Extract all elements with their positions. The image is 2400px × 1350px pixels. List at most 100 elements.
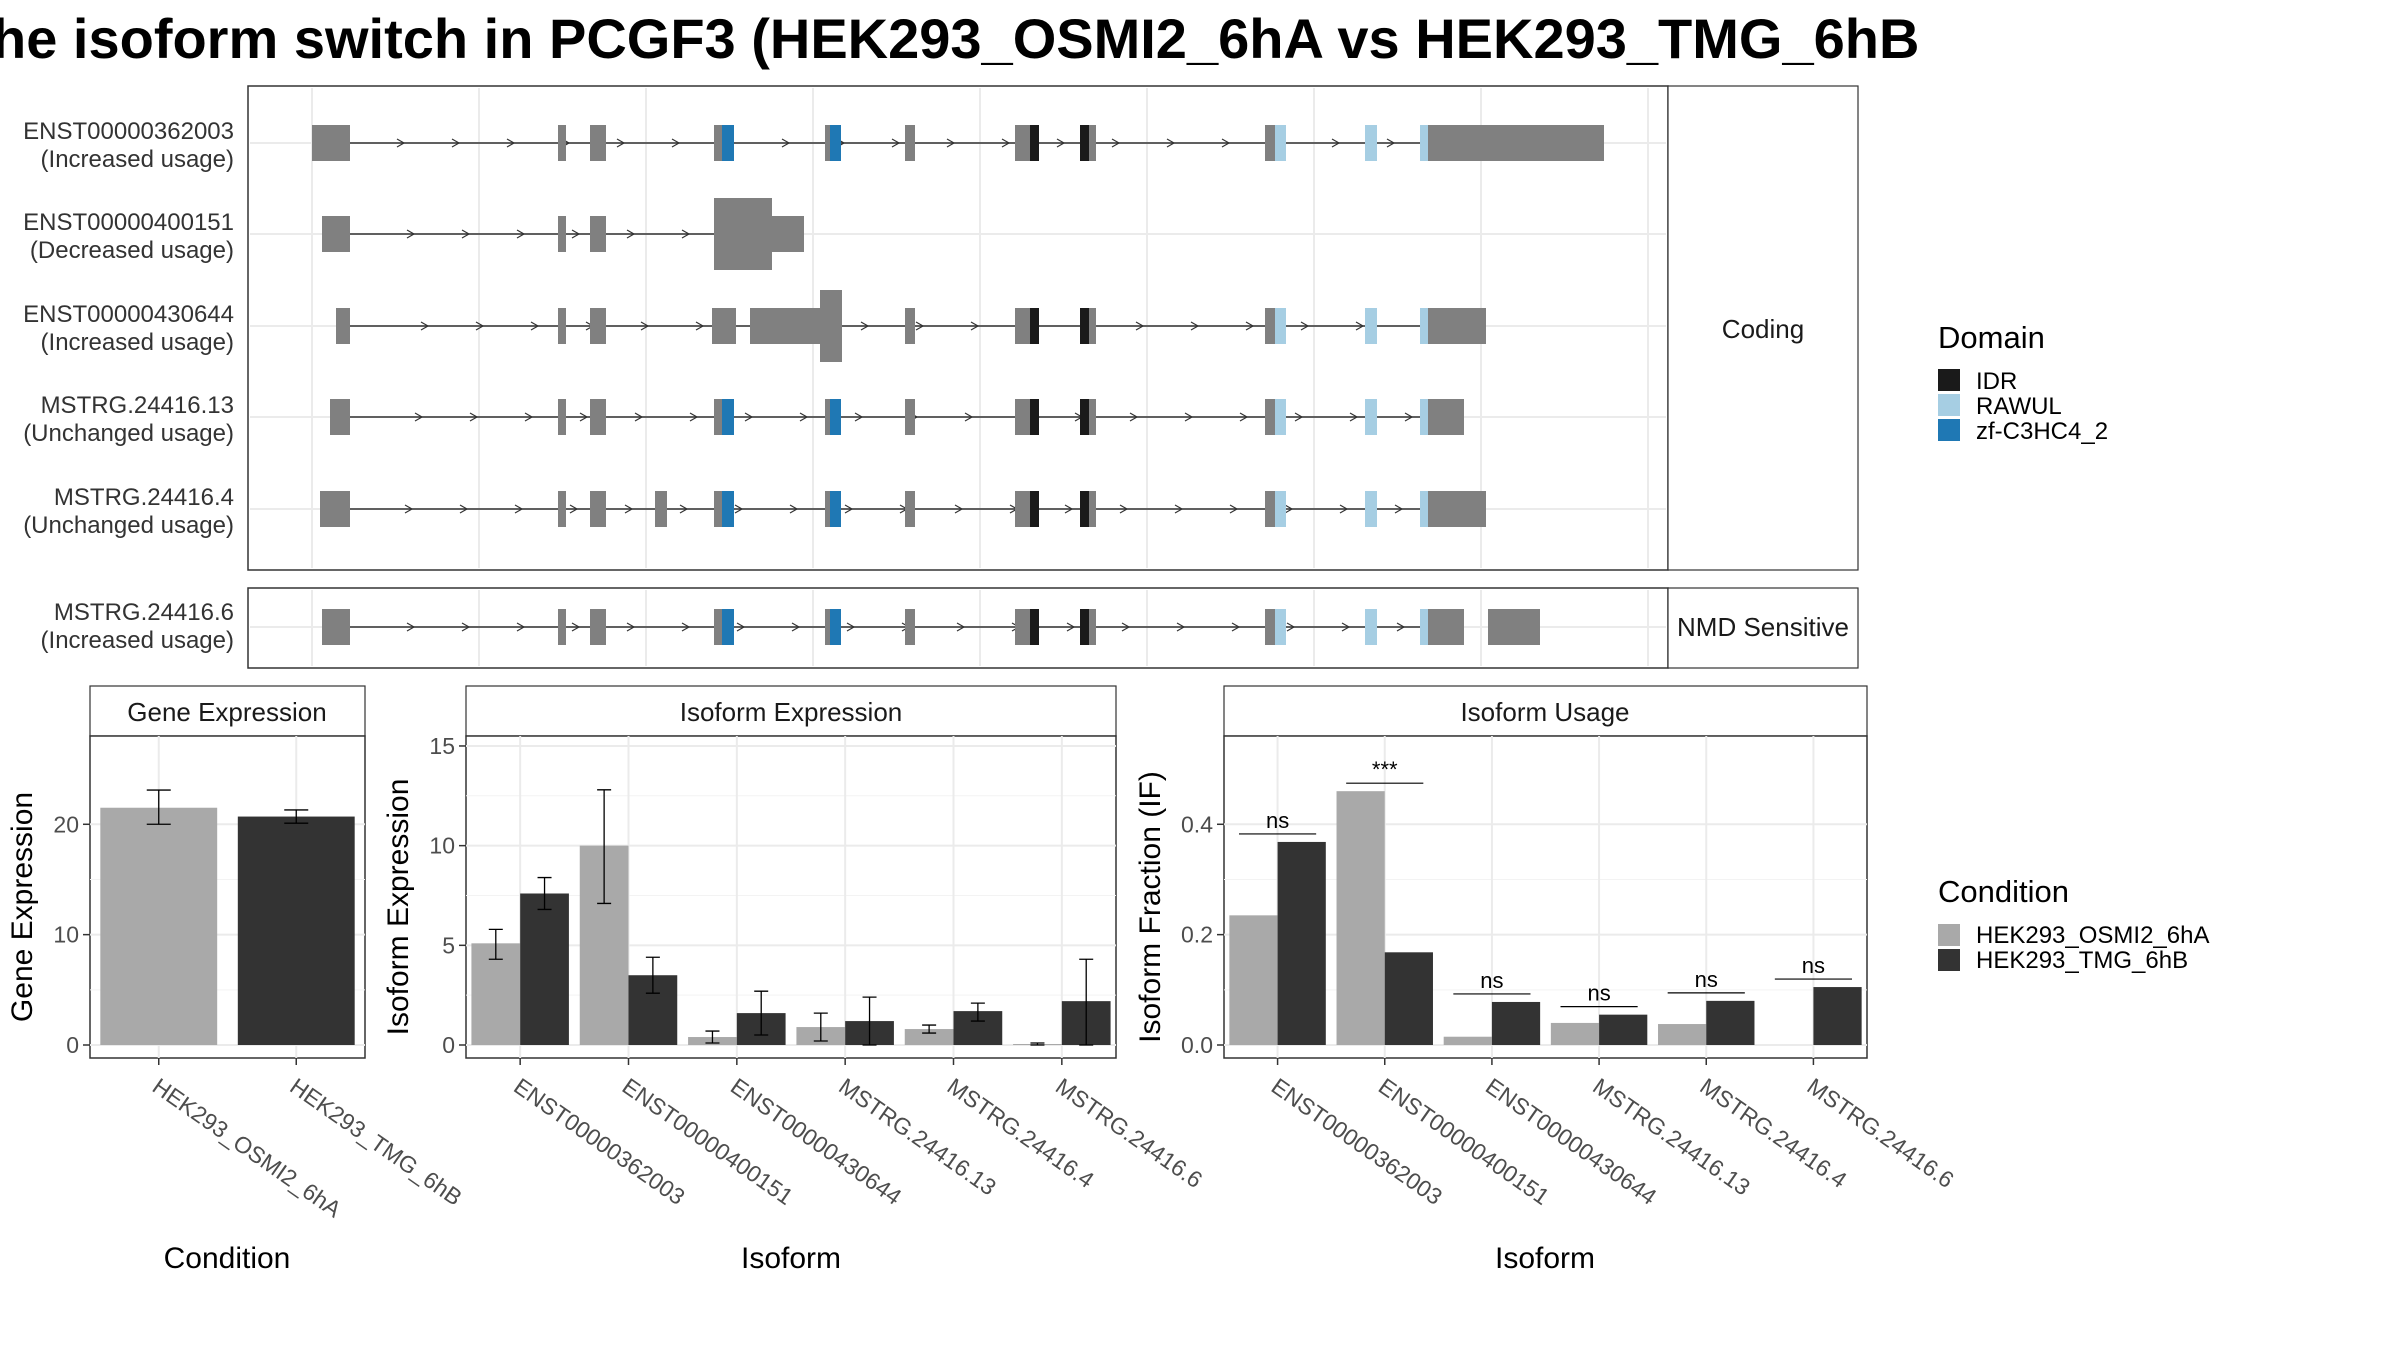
exon-block — [322, 216, 350, 252]
domain-block — [1080, 609, 1089, 645]
strand-arrow — [1341, 622, 1351, 632]
strand-arrow — [1396, 622, 1406, 632]
strand-arrow — [516, 622, 526, 632]
strand-arrow — [671, 138, 681, 148]
strand-arrow — [1294, 412, 1304, 422]
osmi2-swatch — [1938, 924, 1960, 946]
domain-block — [1420, 609, 1428, 645]
nmd-strip — [1667, 587, 1859, 669]
strand-arrow — [1064, 504, 1074, 514]
domain-block — [1080, 491, 1089, 527]
y-tick-label: 10 — [53, 922, 79, 948]
exon-block — [590, 125, 606, 161]
strand-arrow — [1174, 504, 1184, 514]
error-bar — [597, 789, 612, 905]
strand-arrow — [1229, 504, 1239, 514]
strand-arrow — [1394, 504, 1404, 514]
strand-arrow — [1284, 504, 1294, 514]
condition-legend-item: HEK293_TMG_6hB — [1976, 947, 2188, 974]
x-tick-label: ENST00000362003 — [1267, 1073, 1447, 1210]
exon-block — [820, 290, 842, 362]
exon-block — [590, 216, 606, 252]
strand-arrow — [634, 412, 644, 422]
strand-arrow — [1166, 138, 1176, 148]
transcript-id-label: MSTRG.24416.4 — [54, 484, 234, 511]
domain-block — [1030, 125, 1039, 161]
transcript-row — [322, 609, 1540, 645]
strand-arrow — [736, 622, 746, 632]
bar — [1443, 1036, 1492, 1045]
rawul-swatch — [1938, 394, 1960, 416]
bar — [1599, 1014, 1648, 1045]
strand-arrow — [791, 622, 801, 632]
domain-legend: Domain IDR RAWUL zf-C3HC4_2 — [1938, 320, 2108, 445]
strand-arrow — [616, 138, 626, 148]
strand-arrow — [846, 622, 856, 632]
domain-legend-item: zf-C3HC4_2 — [1976, 418, 2108, 445]
exon-block — [714, 198, 772, 270]
exon-block — [1434, 308, 1486, 344]
idr-swatch — [1938, 369, 1960, 391]
transcript-id-label: ENST00000400151 — [23, 209, 234, 236]
condition-legend: Condition HEK293_OSMI2_6hA HEK293_TMG_6h… — [1938, 874, 2209, 974]
strand-arrow — [681, 229, 691, 239]
exon-block — [320, 491, 350, 527]
bar — [471, 943, 521, 1045]
domain-block — [1275, 609, 1286, 645]
domain-block — [830, 125, 841, 161]
exon-block — [590, 308, 606, 344]
chart-strip — [465, 685, 1117, 737]
chart-title: Gene Expression — [127, 697, 326, 727]
bar — [1706, 1000, 1755, 1045]
exon-block — [330, 399, 350, 435]
exon-block — [558, 399, 566, 435]
strand-arrow — [571, 622, 581, 632]
domain-block — [1275, 399, 1286, 435]
exon-block — [558, 308, 566, 344]
x-tick-label: ENST00000400151 — [1374, 1073, 1554, 1210]
tmg-swatch — [1938, 949, 1960, 971]
strand-arrow — [891, 138, 901, 148]
exon-block — [1365, 491, 1377, 527]
plot-frame — [1223, 735, 1868, 1059]
exon-block — [558, 216, 566, 252]
bar — [1491, 1001, 1541, 1045]
domain-block — [830, 609, 841, 645]
strand-arrow — [1286, 622, 1296, 632]
error-bar — [537, 876, 552, 911]
exon-block — [558, 491, 566, 527]
y-tick-label: 0.2 — [1181, 922, 1213, 948]
bar — [904, 1029, 954, 1045]
strand-arrow — [1129, 412, 1139, 422]
strand-arrow — [626, 229, 636, 239]
x-axis-title: Isoform — [1495, 1242, 1595, 1275]
exon-block — [1365, 125, 1377, 161]
strand-arrow — [414, 412, 424, 422]
strand-arrow — [530, 321, 540, 331]
significance-label: ns — [1587, 981, 1610, 1006]
domain-block — [722, 491, 734, 527]
exon-block — [1365, 609, 1377, 645]
strand-arrow — [679, 504, 689, 514]
strand-arrow — [946, 138, 956, 148]
plot-frame — [465, 735, 1117, 1059]
isoform-usage-chart: Isoform Usage 0.0 0.2 0.4 ENST00000362003EN… — [1134, 685, 1959, 1275]
y-tick-label: 15 — [429, 733, 455, 759]
chart-title: Isoform Usage — [1460, 697, 1629, 727]
x-axis-title: Isoform — [741, 1242, 841, 1275]
y-tick-label: 0 — [66, 1032, 79, 1058]
exon-block — [905, 125, 915, 161]
domain-block — [830, 399, 841, 435]
error-bar — [488, 928, 503, 960]
domain-block — [1030, 399, 1039, 435]
exon-block — [312, 125, 350, 161]
exon-block — [1434, 399, 1464, 435]
exon-block — [770, 216, 804, 252]
bar — [1277, 841, 1326, 1045]
error-bar — [146, 789, 171, 825]
strand-arrow — [516, 229, 526, 239]
exon-block — [1434, 609, 1464, 645]
transcript-id-label: ENST00000362003 — [23, 118, 234, 145]
chart-strip — [1223, 685, 1868, 737]
